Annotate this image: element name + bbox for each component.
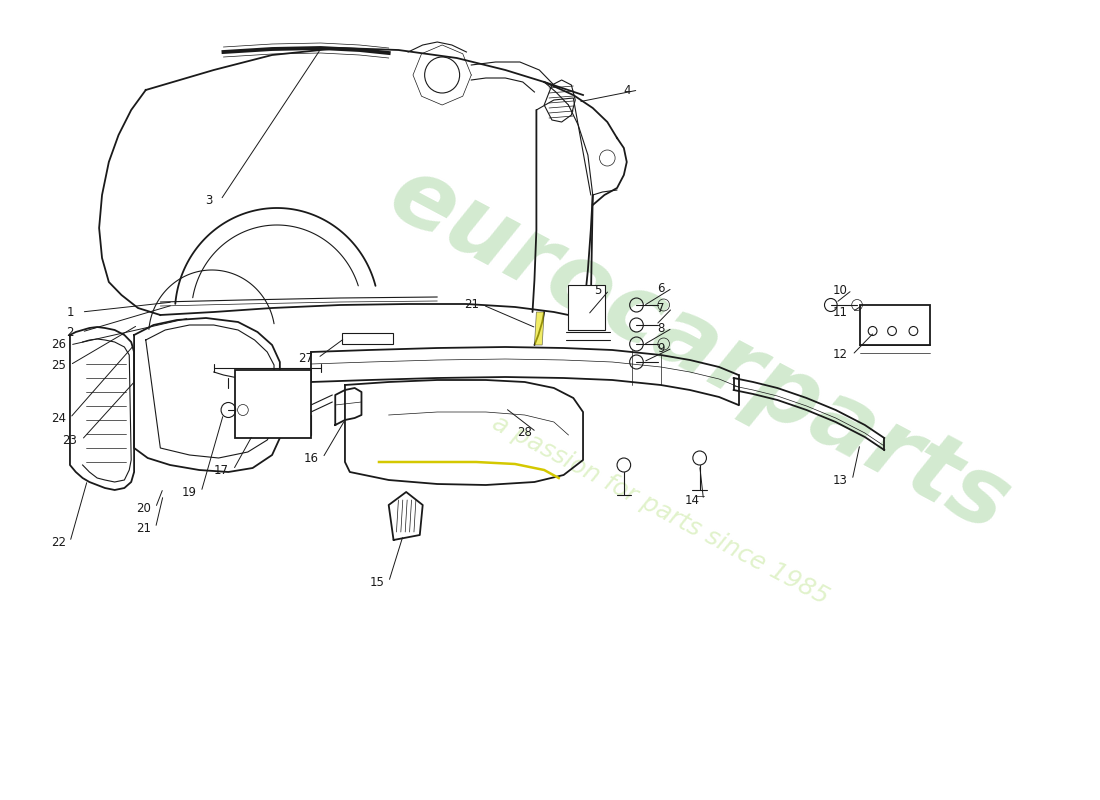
Text: 12: 12 bbox=[833, 349, 848, 362]
Text: 14: 14 bbox=[684, 494, 700, 506]
Text: 15: 15 bbox=[370, 575, 385, 589]
Text: 24: 24 bbox=[51, 411, 66, 425]
FancyBboxPatch shape bbox=[342, 333, 393, 344]
Text: 7: 7 bbox=[657, 302, 664, 314]
Text: 10: 10 bbox=[833, 283, 848, 297]
Text: 20: 20 bbox=[136, 502, 152, 514]
Text: 17: 17 bbox=[214, 463, 229, 477]
Text: 4: 4 bbox=[623, 83, 630, 97]
FancyBboxPatch shape bbox=[235, 370, 311, 438]
Text: 13: 13 bbox=[833, 474, 848, 486]
Text: 27: 27 bbox=[298, 351, 314, 365]
FancyBboxPatch shape bbox=[860, 305, 930, 345]
Text: 25: 25 bbox=[51, 358, 66, 371]
Text: 8: 8 bbox=[657, 322, 664, 334]
Polygon shape bbox=[535, 312, 544, 345]
Text: 19: 19 bbox=[182, 486, 197, 498]
Text: 21: 21 bbox=[136, 522, 152, 534]
Text: a passion for parts since 1985: a passion for parts since 1985 bbox=[488, 410, 833, 610]
Text: 6: 6 bbox=[657, 282, 664, 294]
Text: 3: 3 bbox=[206, 194, 212, 206]
Text: 2: 2 bbox=[66, 326, 74, 338]
Text: 1: 1 bbox=[66, 306, 74, 318]
Text: 28: 28 bbox=[517, 426, 532, 438]
Text: 21: 21 bbox=[464, 298, 478, 311]
Text: 23: 23 bbox=[63, 434, 77, 446]
Text: eurocarparts: eurocarparts bbox=[374, 148, 1025, 552]
Text: 9: 9 bbox=[657, 342, 664, 354]
Text: 5: 5 bbox=[594, 283, 602, 297]
Text: 16: 16 bbox=[304, 451, 319, 465]
Text: 26: 26 bbox=[51, 338, 66, 351]
FancyBboxPatch shape bbox=[569, 285, 605, 330]
Text: 22: 22 bbox=[51, 535, 66, 549]
Text: 11: 11 bbox=[833, 306, 848, 318]
